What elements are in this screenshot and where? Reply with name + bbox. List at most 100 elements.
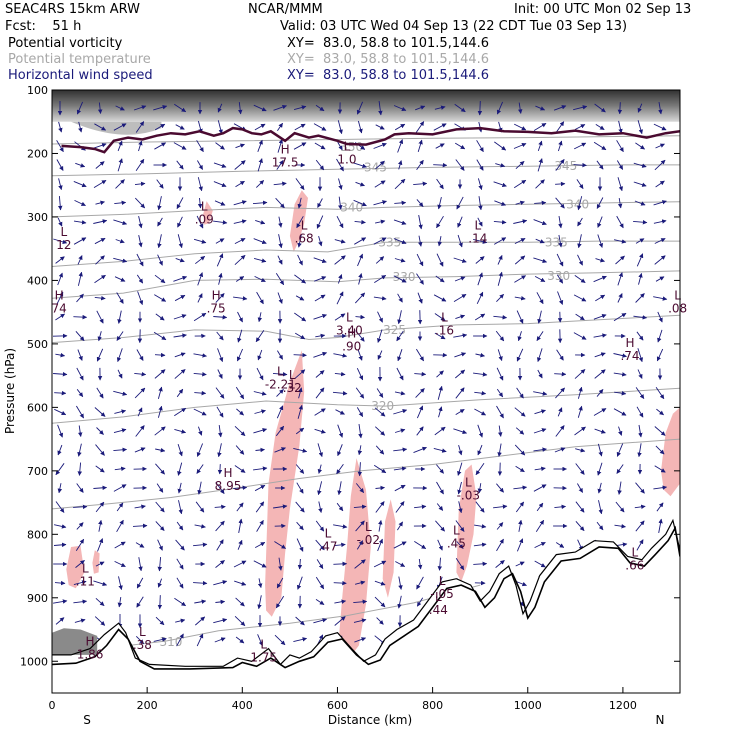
wind-vector [54,390,67,396]
pv-extremum-symbol: L [631,546,638,560]
y-tick-label: 600 [27,401,48,414]
wind-vector [214,637,226,643]
wind-vector [415,121,425,133]
wind-vector [276,389,284,397]
wind-vector [75,331,85,342]
wind-vector [533,257,548,264]
wind-vector [175,618,186,623]
wind-vector [257,634,263,647]
wind-vector [177,234,183,249]
wind-vector [493,181,507,188]
wind-vector [254,123,266,131]
wind-vector [134,371,147,377]
wind-vector [136,274,144,284]
wind-vector [276,405,284,419]
y-tick-label: 300 [27,211,48,224]
wind-vector [114,541,126,549]
wind-vector [534,541,546,549]
terrain-fill [52,520,680,693]
wind-vector [573,105,588,111]
wind-vector [436,503,444,511]
wind-vector [573,162,587,168]
wind-vector [614,239,627,244]
wind-vector [253,238,267,245]
wind-vector [415,388,425,398]
field-name-wind: Horizontal wind speed [8,68,153,83]
wind-vector [277,350,283,360]
wind-vector [415,105,426,111]
wind-vector [496,483,504,493]
wind-vector [257,312,263,323]
wind-vector [353,199,367,207]
wind-vector [417,292,423,304]
wind-vector [593,141,607,151]
pv-extremum-symbol: H [347,327,356,341]
wind-vector [277,138,283,153]
wind-vector [76,101,84,115]
wind-vector [193,312,207,322]
wind-vector [196,633,204,647]
wind-vector [616,160,624,170]
wind-vector [436,178,444,190]
wind-vector [257,139,263,152]
wind-vector [74,618,86,623]
wind-vector [434,105,446,110]
wind-vector [416,405,424,419]
wind-vector [138,215,143,229]
wind-vector [56,140,64,153]
wind-vector [235,386,245,400]
wind-vector [398,576,403,590]
wind-vector [233,200,247,206]
wind-vector [596,197,604,209]
wind-vector [617,198,623,209]
field-xy-pv: XY= 83.0, 58.8 to 101.5,144.6 [287,36,490,51]
wind-vector [155,616,165,626]
wind-vector [378,519,383,532]
wind-vector [176,633,184,647]
wind-vector [253,104,267,112]
wind-vector [397,160,403,170]
wind-vector [277,255,283,265]
wind-vector [76,367,84,381]
wind-vector [478,196,483,211]
wind-vector [135,542,145,548]
wind-vector [635,142,645,150]
wind-vector [277,122,283,131]
wind-vector [618,426,623,436]
terrain-line-model [52,518,680,667]
wind-vector [595,294,606,302]
wind-vector [175,257,185,263]
wind-vector [156,483,164,493]
wind-vector [294,369,306,379]
wind-vector [536,502,544,512]
wind-vector [173,314,187,320]
wind-vector [457,234,463,248]
wind-vector [516,310,524,324]
wind-vector [93,143,107,149]
wind-vector [653,123,667,131]
wind-vector [316,215,324,229]
pv-shaded-region [382,499,396,598]
wind-vector [475,256,485,264]
wind-vector [376,617,384,625]
wind-vector [514,407,526,417]
wind-vector [573,294,587,302]
wind-vector [77,349,83,361]
wind-vector [635,293,645,303]
wind-vector [153,637,167,642]
wind-vector [557,291,564,305]
wind-vector [593,333,607,338]
wind-vector [514,275,526,283]
x-tick-label: 0 [49,699,56,712]
wind-vector [213,580,228,586]
wind-vector [553,105,567,111]
pv-extremum-symbol: L [289,368,296,382]
wind-vector [295,178,305,190]
wind-vector [357,253,363,267]
wind-vector [195,616,206,626]
wind-vector [55,352,66,358]
wind-vector [236,408,244,416]
wind-vector [255,501,265,513]
wind-vector [276,577,284,589]
